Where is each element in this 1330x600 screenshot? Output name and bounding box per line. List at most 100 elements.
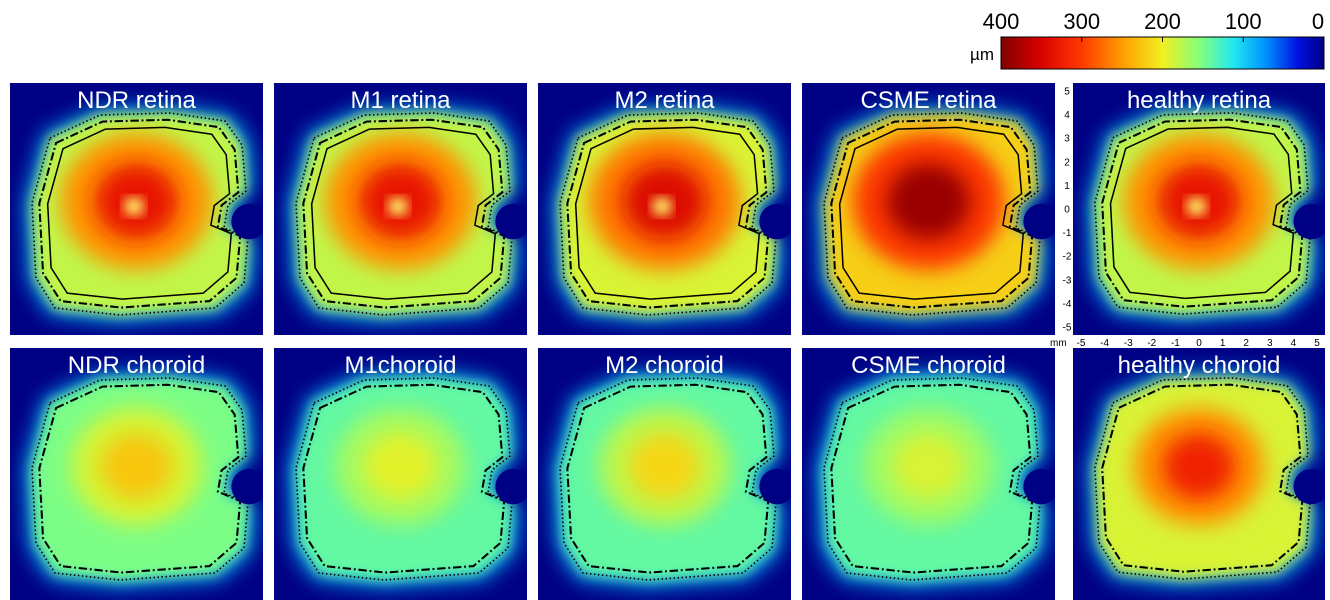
optic-disc-notch [1023,468,1055,505]
colorbar-tick-label: 300 [1063,9,1100,34]
optic-disc-notch [495,468,527,505]
contour-dashdot [38,383,242,574]
contour-dashdot [1101,383,1304,573]
colorbar-unit: µm [970,45,994,64]
optic-disc-notch [495,203,527,240]
colorbar: µm 400 300 200 100 0 [970,9,1325,70]
contour-dotted [295,377,513,581]
contour-dotted [31,112,249,316]
contour-dashdot [302,118,506,309]
y-tick-label: -5 [1063,323,1072,334]
y-tick-label: -4 [1063,299,1072,310]
contour-solid [46,126,233,300]
panel-choroid-6: M1choroid [274,348,527,600]
contour-dashdot [566,118,770,309]
foveal-pit [123,197,144,216]
optic-disc-notch [1293,203,1325,240]
panel-title: M2 retina [614,87,715,114]
x-tick-label: 4 [1291,338,1297,349]
contour-dotted [823,377,1041,581]
panel-retina-0: NDR retina [10,83,263,335]
contour-dashdot [302,383,506,574]
panel-title: NDR retina [77,87,196,114]
y-tick-label: 0 [1064,205,1070,216]
contour-dotted [31,377,249,581]
optic-disc-notch [231,203,263,240]
y-tick-label: -1 [1063,228,1072,239]
x-tick-label: -1 [1171,338,1180,349]
optic-disc-notch [759,468,791,505]
panels: NDR retina M1 retina M2 retina CSME retina h… [10,83,1325,600]
panel-title: healthy retina [1127,87,1272,114]
contour-solid [1109,126,1295,300]
panel-title: CSME choroid [851,352,1006,379]
panel-retina-3: CSME retina [802,83,1055,335]
contour-dotted [559,377,777,581]
x-tick-label: 2 [1243,338,1249,349]
y-tick-label: 5 [1064,87,1070,98]
x-tick-label: -3 [1124,338,1133,349]
contour-dotted [559,112,777,316]
y-tick-label: 2 [1064,157,1070,168]
panel-choroid-7: M2 choroid [538,348,791,600]
contour-solid [310,126,497,300]
contour-dashdot [830,118,1034,309]
panel-choroid-5: NDR choroid [10,348,263,600]
contour-solid [838,126,1025,300]
contour-dashdot [38,118,242,309]
map-center-region [1162,433,1236,500]
axis-unit: mm [1050,338,1067,349]
panel-title: M1choroid [344,352,456,379]
contour-dotted [1094,112,1311,315]
colorbar-ticks: 400 300 200 100 0 [983,9,1325,42]
panel-retina-2: M2 retina [538,83,791,335]
optic-disc-notch [231,468,263,505]
colorbar-tick-label: 100 [1225,9,1262,34]
panel-title: M1 retina [350,87,451,114]
contour-dotted [1094,377,1311,580]
x-tick-label: -4 [1100,338,1109,349]
panel-choroid-9: healthy choroid [1073,348,1325,600]
y-tick-label: 4 [1064,110,1070,121]
panel-title: M2 choroid [605,352,724,379]
y-tick-label: 1 [1064,181,1070,192]
panel-retina-1: M1 retina [274,83,527,335]
foveal-pit [651,197,672,216]
map-center-region [628,433,701,500]
y-tick-label: -2 [1063,252,1072,263]
y-tick-label: -3 [1063,275,1072,286]
axis: mm 5 4 3 2 1 0 -1 -2 -3 -4 -5 -5 -4 -3 -2 -1 0 1 2 3 4 5 [1050,87,1320,350]
contour-dashdot [566,383,770,574]
x-tick-label: 5 [1314,338,1320,349]
colorbar-tick-label: 200 [1144,9,1181,34]
panel-retina-4: healthy retina [1073,83,1325,335]
panel-title: NDR choroid [68,352,205,379]
x-tick-label: -2 [1147,338,1156,349]
foveal-pit [1186,197,1207,216]
map-center-region [886,163,971,240]
colorbar-tick-label: 0 [1312,9,1324,34]
colorbar-gradient [1000,36,1325,70]
optic-disc-notch [1023,203,1055,240]
x-tick-label: -5 [1077,338,1086,349]
x-tick-label: 3 [1267,338,1273,349]
contour-dotted [295,112,513,316]
optic-disc-notch [1293,468,1325,505]
map-center-region [364,433,437,500]
x-tick-label: 1 [1220,338,1226,349]
foveal-pit [387,197,408,216]
colorbar-tick-label: 400 [983,9,1020,34]
contour-solid [574,126,761,300]
y-tick-label: 3 [1064,134,1070,145]
contour-dashdot [1101,118,1304,308]
map-center-region [892,433,965,500]
panel-choroid-8: CSME choroid [802,348,1055,600]
panel-title: healthy choroid [1118,352,1281,379]
panel-title: CSME retina [860,87,997,114]
contour-dashdot [830,383,1034,574]
x-tick-label: 0 [1196,338,1202,349]
optic-disc-notch [759,203,791,240]
contour-dotted [823,112,1041,316]
map-center-region [100,433,173,500]
